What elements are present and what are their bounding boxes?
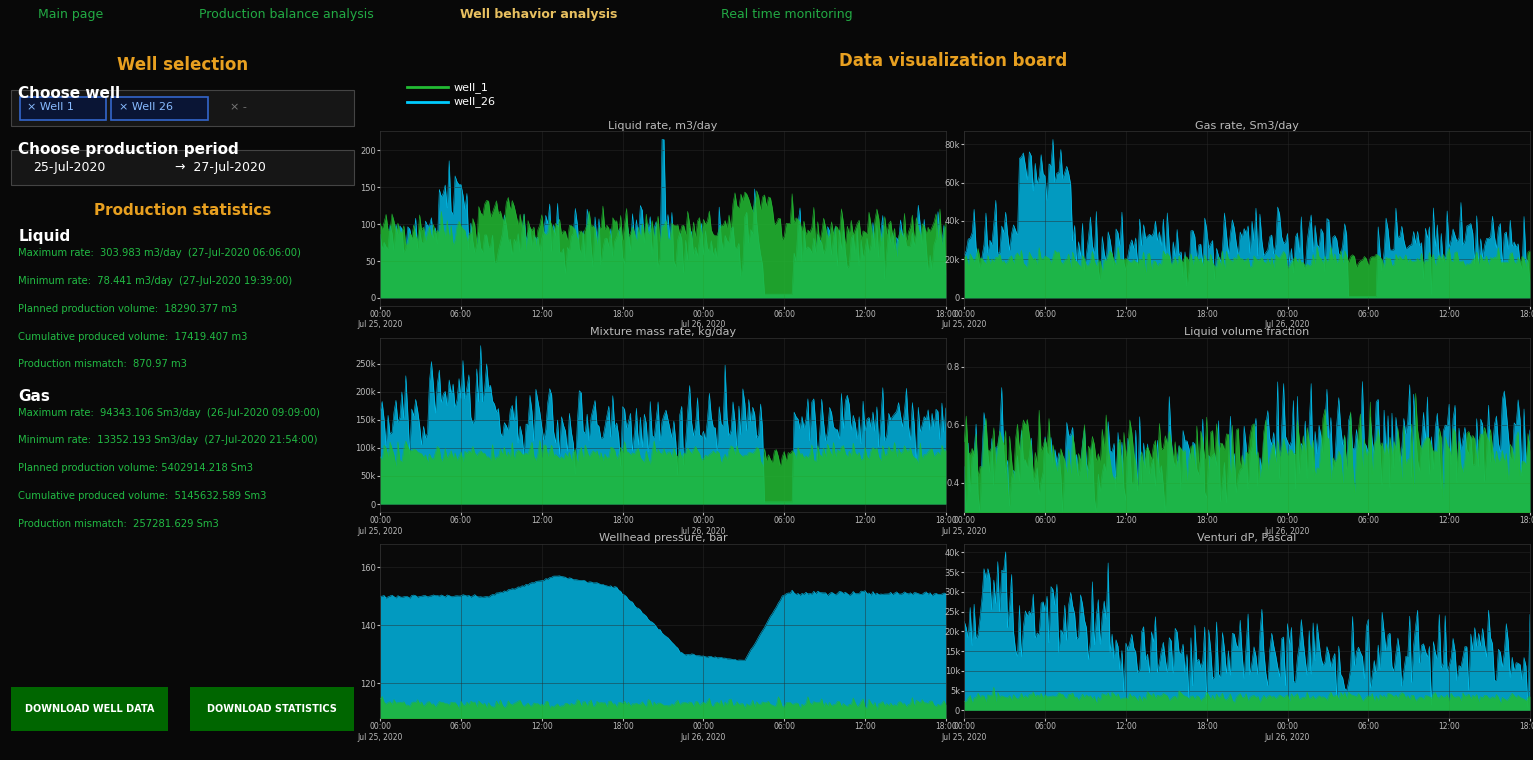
Text: Maximum rate:  303.983 m3/day  (27-Jul-2020 06:06:00): Maximum rate: 303.983 m3/day (27-Jul-202… xyxy=(18,249,300,258)
Bar xyxy=(112,97,208,120)
Text: Cumulative produced volume:  17419.407 m3: Cumulative produced volume: 17419.407 m3 xyxy=(18,331,248,341)
Text: DOWNLOAD STATISTICS: DOWNLOAD STATISTICS xyxy=(207,704,337,714)
Text: Production statistics: Production statistics xyxy=(94,203,271,218)
Text: Real time monitoring: Real time monitoring xyxy=(721,8,852,21)
Text: Maximum rate:  94343.106 Sm3/day  (26-Jul-2020 09:09:00): Maximum rate: 94343.106 Sm3/day (26-Jul-… xyxy=(18,407,320,417)
Text: Production mismatch:  257281.629 Sm3: Production mismatch: 257281.629 Sm3 xyxy=(18,519,219,529)
Text: Choose well: Choose well xyxy=(18,86,121,101)
Text: × -: × - xyxy=(230,102,247,112)
Text: Planned production volume:  18290.377 m3: Planned production volume: 18290.377 m3 xyxy=(18,304,238,314)
Title: Liquid rate, m3/day: Liquid rate, m3/day xyxy=(609,121,717,131)
Text: 25-Jul-2020: 25-Jul-2020 xyxy=(32,161,106,174)
Title: Liquid volume fraction: Liquid volume fraction xyxy=(1185,327,1309,337)
Text: Minimum rate:  13352.193 Sm3/day  (27-Jul-2020 21:54:00): Minimum rate: 13352.193 Sm3/day (27-Jul-… xyxy=(18,435,317,445)
Text: × Well 1: × Well 1 xyxy=(28,102,74,112)
Title: Venturi dP, Pascal: Venturi dP, Pascal xyxy=(1197,533,1297,543)
Text: Gas: Gas xyxy=(18,388,51,404)
Text: Production mismatch:  870.97 m3: Production mismatch: 870.97 m3 xyxy=(18,359,187,369)
Title: Mixture mass rate, kg/day: Mixture mass rate, kg/day xyxy=(590,327,736,337)
Title: Wellhead pressure, bar: Wellhead pressure, bar xyxy=(599,533,727,543)
Title: Gas rate, Sm3/day: Gas rate, Sm3/day xyxy=(1196,121,1298,131)
Text: × Well 26: × Well 26 xyxy=(118,102,173,112)
Text: well_1: well_1 xyxy=(454,82,489,93)
Text: Main page: Main page xyxy=(38,8,104,21)
Text: Choose production period: Choose production period xyxy=(18,142,239,157)
Bar xyxy=(11,150,354,185)
Text: Cumulative produced volume:  5145632.589 Sm3: Cumulative produced volume: 5145632.589 … xyxy=(18,491,267,501)
Text: Liquid: Liquid xyxy=(18,230,71,244)
Text: Data visualization board: Data visualization board xyxy=(839,52,1067,70)
Text: →  27-Jul-2020: → 27-Jul-2020 xyxy=(175,161,267,174)
Text: Planned production volume: 5402914.218 Sm3: Planned production volume: 5402914.218 S… xyxy=(18,463,253,473)
Text: well_26: well_26 xyxy=(454,97,495,107)
Text: Production balance analysis: Production balance analysis xyxy=(199,8,374,21)
Bar xyxy=(190,687,354,731)
Bar xyxy=(20,97,106,120)
Text: Minimum rate:  78.441 m3/day  (27-Jul-2020 19:39:00): Minimum rate: 78.441 m3/day (27-Jul-2020… xyxy=(18,276,293,286)
Bar xyxy=(11,687,167,731)
Text: Well selection: Well selection xyxy=(117,56,248,74)
Text: DOWNLOAD WELL DATA: DOWNLOAD WELL DATA xyxy=(25,704,155,714)
Bar xyxy=(11,90,354,126)
Text: Well behavior analysis: Well behavior analysis xyxy=(460,8,618,21)
